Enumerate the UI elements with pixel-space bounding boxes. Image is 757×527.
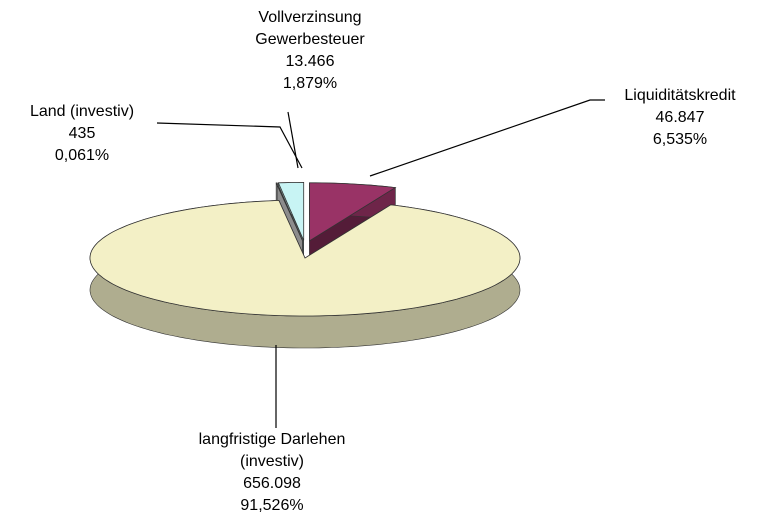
- pie: [89, 181, 521, 349]
- label-line: 13.466: [286, 53, 335, 70]
- data-label: langfristige Darlehen (investiv) 656.098 91…: [199, 431, 346, 514]
- leader-line: [156, 122, 303, 169]
- slice-top: [277, 181, 305, 241]
- label-line: Liquiditätskredit: [624, 87, 736, 104]
- label-line: 1,879%: [283, 75, 337, 92]
- data-label: Liquiditätskredit 46.847 6,535%: [624, 87, 736, 148]
- data-label: Land (investiv) 435 0,061%: [30, 103, 134, 164]
- label-line: Vollverzinsung: [258, 9, 361, 26]
- data-label: Vollverzinsung Gewerbesteuer 13.466 1,879%: [255, 9, 365, 92]
- leader-line: [369, 99, 605, 177]
- label-line: 6,535%: [653, 131, 707, 148]
- slice-top: [309, 182, 397, 242]
- label-line: 0,061%: [55, 147, 109, 164]
- label-line: 435: [69, 125, 96, 142]
- label-line: 91,526%: [240, 497, 303, 514]
- leader-line: [287, 111, 299, 169]
- slice-top: [275, 182, 303, 241]
- slice-top: [89, 199, 521, 317]
- label-line: Land (investiv): [30, 103, 134, 120]
- label-line: 46.847: [656, 109, 705, 126]
- pie-slice: [89, 199, 521, 349]
- label-line: (investiv): [240, 453, 304, 470]
- label-line: Gewerbesteuer: [255, 31, 365, 48]
- label-line: 656.098: [243, 475, 301, 492]
- label-line: langfristige Darlehen: [199, 431, 346, 448]
